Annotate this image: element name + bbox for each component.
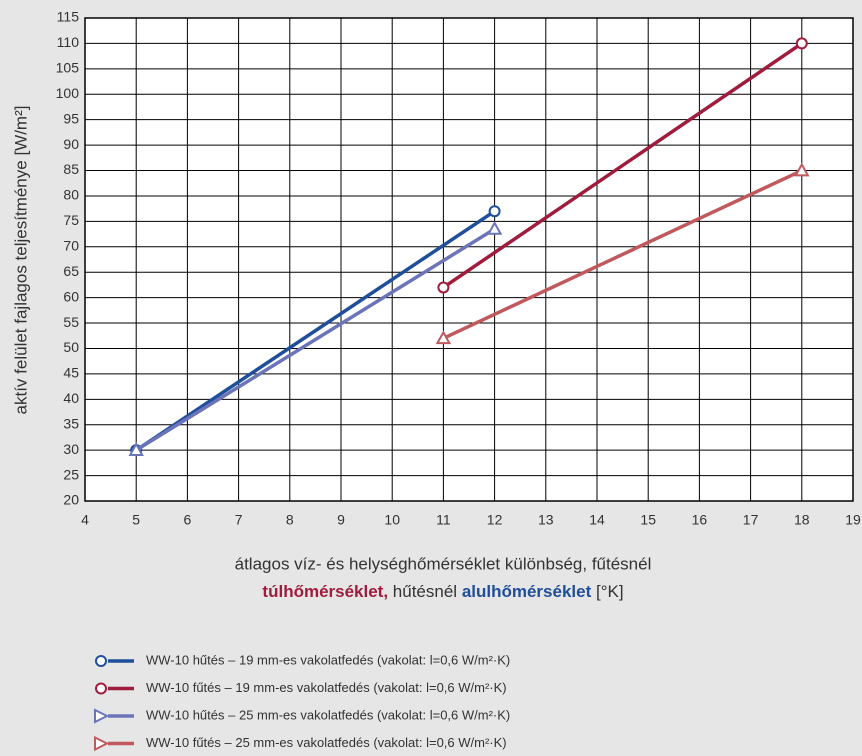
x-tick-label: 6 bbox=[184, 512, 192, 528]
marker bbox=[435, 330, 452, 345]
y-tick-label: 100 bbox=[56, 85, 80, 101]
y-tick-label: 105 bbox=[56, 60, 80, 76]
y-tick-label: 50 bbox=[63, 339, 79, 355]
series-line bbox=[442, 41, 803, 289]
x-tick-label: 9 bbox=[337, 512, 345, 528]
marker bbox=[437, 281, 450, 294]
series-line bbox=[135, 227, 496, 452]
y-tick-label: 55 bbox=[63, 314, 79, 330]
legend-label: WW-10 hűtés – 19 mm-es vakolatfedés (vak… bbox=[146, 652, 510, 667]
y-tick-label: 80 bbox=[63, 187, 79, 203]
y-tick-label: 35 bbox=[63, 415, 79, 431]
x-tick-label: 19 bbox=[845, 512, 861, 528]
x-tick-label: 5 bbox=[132, 512, 140, 528]
x-tick-label: 4 bbox=[81, 512, 89, 528]
marker bbox=[128, 442, 144, 456]
marker bbox=[794, 162, 810, 177]
y-tick-label: 75 bbox=[63, 212, 79, 228]
y-tick-label: 40 bbox=[63, 390, 79, 406]
x-tick-label: 7 bbox=[235, 512, 243, 528]
y-tick-label: 30 bbox=[63, 441, 79, 457]
y-tick-label: 95 bbox=[63, 110, 79, 126]
x-tick-label: 10 bbox=[384, 512, 400, 528]
series-line bbox=[442, 168, 803, 340]
marker bbox=[795, 37, 808, 50]
x-tick-label: 14 bbox=[589, 512, 605, 528]
y-tick-label: 70 bbox=[63, 237, 79, 253]
x-axis-label-part: túlhőmérséklet, bbox=[262, 582, 388, 601]
legend-label: WW-10 fűtés – 19 mm-es vakolatfedés (vak… bbox=[146, 680, 507, 695]
x-axis-label: átlagos víz- és helységhőmérséklet külön… bbox=[235, 554, 652, 573]
marker bbox=[95, 682, 107, 695]
x-axis-label-part: [°K] bbox=[591, 582, 623, 601]
y-tick-label: 65 bbox=[63, 263, 79, 279]
y-tick-label: 25 bbox=[63, 466, 79, 482]
x-axis-label-part: alulhőmérséklet bbox=[462, 582, 592, 601]
x-tick-label: 16 bbox=[692, 512, 708, 528]
y-tick-label: 85 bbox=[63, 161, 79, 177]
y-tick-label: 90 bbox=[63, 136, 79, 152]
marker bbox=[95, 655, 107, 667]
x-tick-label: 13 bbox=[538, 512, 554, 528]
y-tick-label: 20 bbox=[63, 492, 79, 508]
y-axis-label: aktív felület fajlagos teljesítménye [W/… bbox=[11, 106, 30, 415]
legend-label: WW-10 fűtés – 25 mm-es vakolatfedés (vak… bbox=[146, 735, 507, 750]
legend-label: WW-10 hűtés – 25 mm-es vakolatfedés (vak… bbox=[146, 707, 510, 722]
x-tick-label: 18 bbox=[794, 512, 810, 528]
x-tick-label: 11 bbox=[436, 512, 451, 528]
x-tick-label: 12 bbox=[487, 512, 503, 528]
marker bbox=[94, 708, 110, 724]
y-tick-label: 115 bbox=[57, 9, 80, 25]
series-line bbox=[135, 209, 496, 452]
y-tick-label: 45 bbox=[63, 365, 79, 381]
y-tick-label: 60 bbox=[63, 288, 79, 304]
marker bbox=[488, 205, 501, 218]
plot-area bbox=[84, 17, 854, 502]
marker bbox=[94, 735, 110, 752]
x-tick-label: 8 bbox=[286, 512, 294, 528]
x-axis-label-part: hűtésnél bbox=[388, 582, 462, 601]
y-tick-label: 110 bbox=[57, 34, 80, 50]
x-tick-label: 15 bbox=[640, 512, 656, 528]
marker bbox=[486, 220, 503, 235]
x-axis-label: túlhőmérséklet, hűtésnél alulhőmérséklet… bbox=[262, 582, 623, 601]
x-tick-label: 17 bbox=[743, 512, 759, 528]
